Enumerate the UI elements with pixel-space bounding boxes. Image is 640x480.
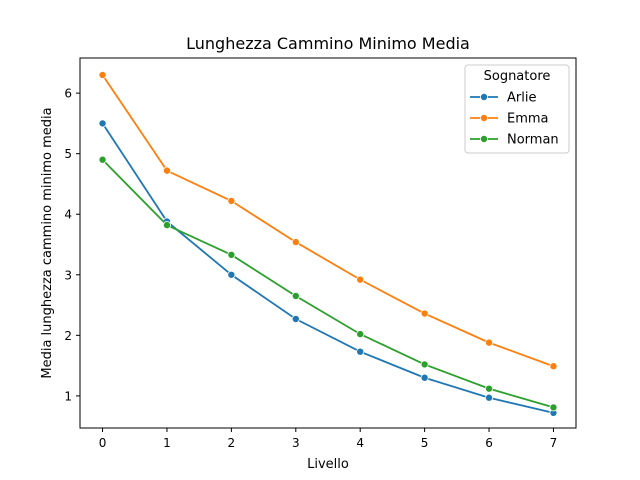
data-point-emma bbox=[98, 70, 107, 79]
data-point-arlie bbox=[98, 119, 107, 128]
data-point-norman bbox=[162, 221, 171, 230]
series-line-norman bbox=[101, 159, 554, 409]
plot-frame bbox=[79, 57, 577, 429]
data-point-norman bbox=[356, 330, 365, 339]
y-tick-label: 3 bbox=[64, 268, 72, 282]
data-point-norman bbox=[485, 384, 494, 393]
data-point-emma bbox=[420, 309, 429, 318]
data-point-arlie bbox=[356, 347, 365, 356]
legend-swatch-marker bbox=[479, 114, 488, 123]
y-tick-label: 1 bbox=[64, 389, 72, 403]
legend-swatch-marker bbox=[479, 93, 488, 102]
data-point-norman bbox=[420, 360, 429, 369]
chart-title: Lunghezza Cammino Minimo Media bbox=[186, 34, 470, 53]
data-point-arlie bbox=[485, 393, 494, 402]
data-point-emma bbox=[485, 338, 494, 347]
x-tick-label: 2 bbox=[228, 436, 236, 450]
legend-label: Arlie bbox=[507, 91, 536, 106]
legend: Sognatore Arlie Emma Norman bbox=[464, 64, 570, 154]
x-tick-label: 4 bbox=[356, 436, 364, 450]
data-point-emma bbox=[356, 275, 365, 284]
x-tick-label: 0 bbox=[99, 436, 107, 450]
x-tick-label: 7 bbox=[550, 436, 558, 450]
x-tick-label: 5 bbox=[421, 436, 429, 450]
data-point-norman bbox=[549, 403, 558, 412]
legend-label: Emma bbox=[507, 112, 549, 127]
legend-swatch-marker bbox=[479, 134, 488, 143]
data-point-emma bbox=[291, 238, 300, 247]
legend-title: Sognatore bbox=[484, 69, 551, 84]
y-tick-label: 4 bbox=[64, 208, 72, 222]
plot-area bbox=[98, 70, 558, 417]
data-point-emma bbox=[227, 196, 236, 205]
y-axis: 1 2 3 4 5 6 bbox=[64, 87, 80, 403]
data-point-norman bbox=[291, 291, 300, 300]
y-tick-label: 5 bbox=[64, 147, 72, 161]
x-axis-label: Livello bbox=[307, 457, 349, 472]
data-point-norman bbox=[227, 250, 236, 259]
legend-label: Norman bbox=[507, 133, 559, 148]
y-axis-label: Media lunghezza cammino minimo media bbox=[40, 107, 55, 378]
legend-box bbox=[464, 64, 570, 154]
data-point-arlie bbox=[420, 373, 429, 382]
data-point-arlie bbox=[291, 314, 300, 323]
x-tick-label: 1 bbox=[163, 436, 171, 450]
x-tick-label: 6 bbox=[485, 436, 493, 450]
data-point-emma bbox=[549, 362, 558, 371]
y-tick-label: 2 bbox=[64, 329, 72, 343]
x-tick-label: 3 bbox=[292, 436, 300, 450]
x-axis: 0 1 2 3 4 5 6 7 bbox=[99, 428, 558, 450]
data-point-emma bbox=[162, 166, 171, 175]
data-point-arlie bbox=[227, 270, 236, 279]
data-point-norman bbox=[98, 155, 107, 164]
y-tick-label: 6 bbox=[64, 87, 72, 101]
series-line-emma bbox=[101, 74, 554, 368]
